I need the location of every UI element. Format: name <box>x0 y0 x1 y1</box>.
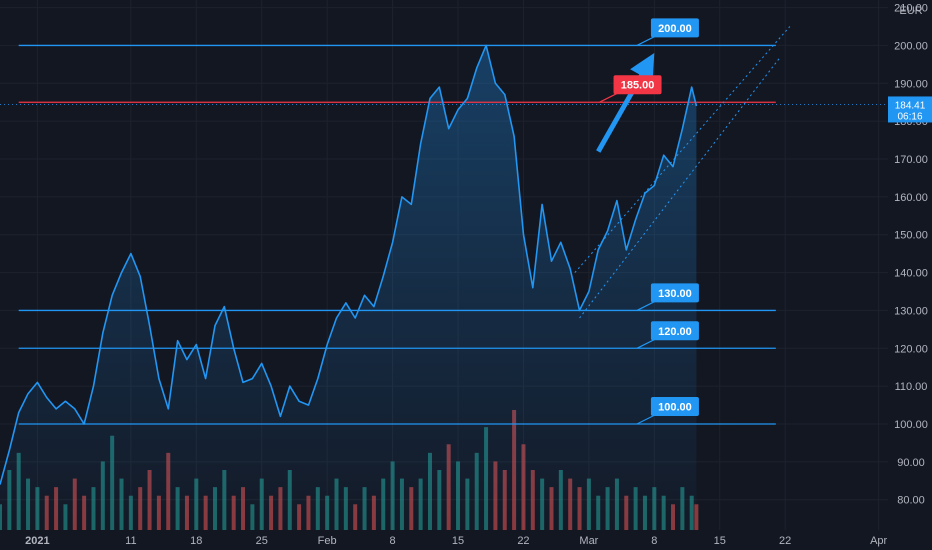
badge-leader-line <box>636 414 656 425</box>
level-badge-box <box>613 75 662 95</box>
price-tick-label: 210.00 <box>894 3 928 15</box>
badge-leader-line <box>636 35 656 46</box>
price-area-fill <box>0 45 697 531</box>
price-line-path <box>0 44 698 485</box>
level-badge-label: 130.00 <box>658 288 692 300</box>
level-badge-label: 100.00 <box>658 402 692 414</box>
time-tick-label: 2021 <box>25 535 49 547</box>
level-badges[interactable]: 200.00 185.00 130.00 120.00 100.00 <box>599 18 699 425</box>
time-tick-label: 8 <box>390 535 396 547</box>
time-tick-label: 22 <box>779 535 791 547</box>
price-tick-label: 170.00 <box>894 154 928 166</box>
price-tick-label: 200.00 <box>894 40 928 52</box>
level-badge-100.00[interactable]: 100.00 <box>650 397 699 416</box>
price-tick-label: 160.00 <box>894 192 928 204</box>
time-tick-label: Apr <box>870 535 887 547</box>
price-axis-panel <box>888 0 932 550</box>
level-badge-label: 185.00 <box>621 80 655 92</box>
price-tick-label: 150.00 <box>894 230 928 242</box>
price-area <box>0 45 697 531</box>
price-tick-label: 110.00 <box>895 381 928 393</box>
time-tick-label: 18 <box>190 535 202 547</box>
price-tick-label: 120.00 <box>894 343 928 355</box>
level-lines[interactable] <box>18 44 776 425</box>
price-tick-label: 140.00 <box>894 268 928 280</box>
price-tick-label: 100.00 <box>894 419 928 431</box>
price-tick-label: 190.00 <box>894 78 928 90</box>
level-badge-box <box>650 18 699 38</box>
level-badge-label: 120.00 <box>658 326 692 338</box>
price-tick-label: 130.00 <box>894 305 928 317</box>
badge-leader-line <box>636 300 656 311</box>
currency-label: EUR <box>899 5 922 17</box>
time-tick-label: 15 <box>714 535 726 547</box>
time-tick-label: 22 <box>517 535 529 547</box>
price-tick-label: 90.00 <box>897 457 925 469</box>
time-axis-panel <box>0 530 888 550</box>
price-line <box>0 44 698 485</box>
level-badge-box <box>650 321 699 341</box>
level-badge-120.00[interactable]: 120.00 <box>650 321 699 341</box>
badge-leader-line <box>636 338 656 349</box>
time-tick-label: 25 <box>256 535 268 547</box>
badge-leader-line <box>599 92 618 103</box>
level-badge-label: 200.00 <box>658 23 692 35</box>
time-tick-label: 8 <box>651 535 657 547</box>
level-badge-200.00[interactable]: 200.00 <box>650 18 699 38</box>
level-badge-185.00[interactable]: 185.00 <box>613 75 662 95</box>
time-tick-label: 15 <box>452 535 464 547</box>
time-tick-label: 11 <box>125 535 136 547</box>
last-price-value: 184.41 <box>895 100 926 111</box>
last-price-tag <box>888 96 932 123</box>
last-price-countdown: 06:16 <box>897 111 922 122</box>
level-badge-130.00[interactable]: 130.00 <box>650 283 699 303</box>
time-tick-label: Mar <box>579 535 598 547</box>
level-badge-box <box>650 397 699 416</box>
price-tick-label: 80.00 <box>897 495 925 507</box>
level-badge-box <box>650 283 699 303</box>
time-tick-label: Feb <box>318 535 337 547</box>
